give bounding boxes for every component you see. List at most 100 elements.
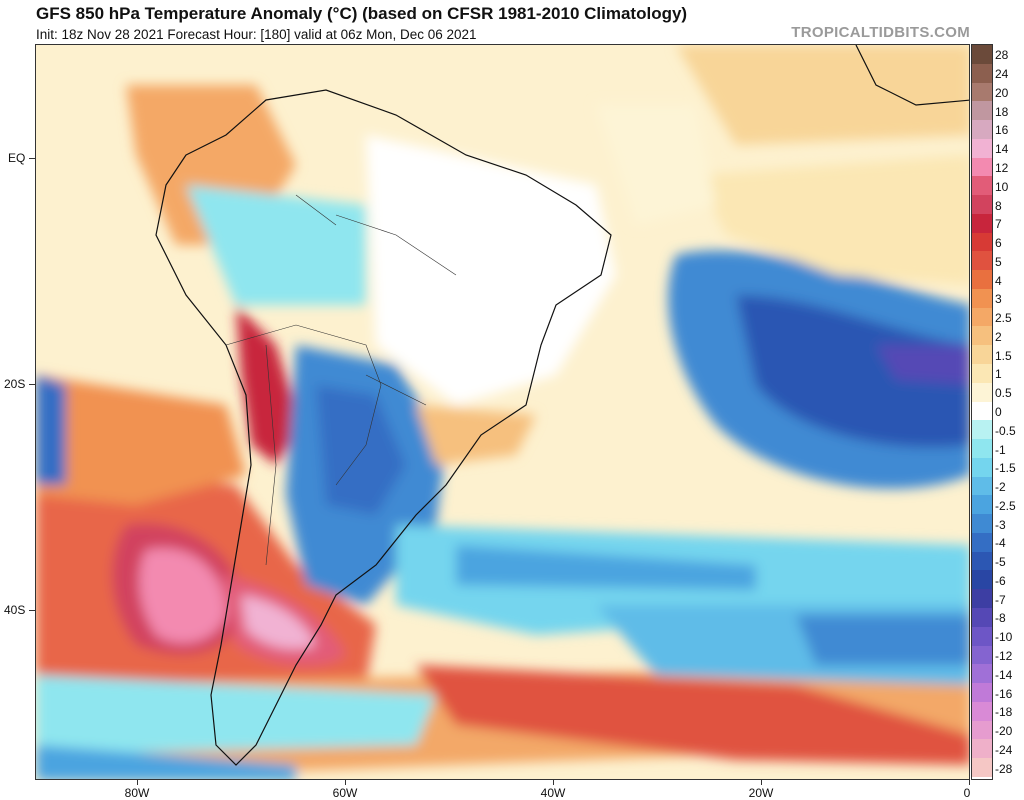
colorbar-swatch	[972, 664, 992, 684]
colorbar-label: 4	[995, 273, 1002, 288]
colorbar-label: -6	[995, 573, 1006, 588]
colorbar-swatch	[972, 607, 992, 627]
lat-label-eq: EQ	[8, 151, 26, 165]
colorbar-label: 2	[995, 329, 1002, 344]
colorbar-swatch	[972, 739, 992, 759]
colorbar-label: -1.5	[995, 461, 1016, 476]
lon-tick	[137, 780, 138, 785]
colorbar-swatch	[972, 120, 992, 139]
colorbar-label: -0.5	[995, 423, 1016, 438]
colorbar-label: 28	[995, 48, 1009, 63]
colorbar-swatch	[972, 532, 992, 552]
forecast-info: Init: 18z Nov 28 2021 Forecast Hour: [18…	[36, 27, 477, 42]
colorbar-label: 2.5	[995, 311, 1012, 326]
south-america-coastline	[155, 89, 612, 766]
colorbar-label: -3	[995, 517, 1006, 532]
colorbar-label: -4	[995, 536, 1006, 551]
colorbar-swatch	[972, 589, 992, 608]
colorbar	[971, 44, 993, 780]
lon-label-80w: 80W	[124, 786, 150, 800]
colorbar-label: 16	[995, 123, 1009, 138]
colorbar-swatch	[972, 288, 992, 308]
colorbar-label: -2	[995, 480, 1006, 495]
colorbar-swatch	[972, 364, 992, 383]
colorbar-swatch	[972, 213, 992, 233]
colorbar-swatch	[972, 251, 992, 271]
colorbar-label: -28	[995, 761, 1013, 776]
colorbar-label: -12	[995, 649, 1013, 663]
colorbar-label: -18	[995, 705, 1013, 720]
lon-label-40w: 40W	[540, 786, 566, 800]
colorbar-swatch	[972, 701, 992, 721]
anomaly-map	[35, 44, 970, 780]
site-watermark: TROPICALTIDBITS.COM	[791, 24, 970, 41]
anomaly-field	[36, 45, 969, 779]
colorbar-swatch	[972, 420, 992, 440]
colorbar-swatch	[972, 138, 992, 158]
colorbar-swatch	[972, 626, 992, 646]
colorbar-label: -24	[995, 742, 1013, 757]
colorbar-swatch	[972, 157, 992, 177]
colorbar-swatch	[972, 101, 992, 121]
colorbar-label: 18	[995, 104, 1009, 119]
colorbar-swatch	[972, 326, 992, 346]
chart-title: GFS 850 hPa Temperature Anomaly (°C) (ba…	[36, 4, 688, 23]
colorbar-swatch	[972, 439, 992, 458]
colorbar-swatch	[972, 495, 992, 515]
colorbar-label: 7	[995, 217, 1002, 232]
colorbar-swatch	[972, 570, 992, 590]
lat-tick	[29, 384, 35, 385]
lat-tick	[29, 610, 35, 611]
colorbar-swatch	[972, 307, 992, 327]
colorbar-label: -5	[995, 555, 1006, 570]
lon-tick	[345, 780, 346, 785]
lat-label-40s: 40S	[4, 603, 26, 617]
colorbar-swatch	[972, 720, 992, 740]
lon-label-60w: 60W	[332, 786, 358, 800]
colorbar-label: 8	[995, 198, 1002, 213]
colorbar-label: 12	[995, 161, 1009, 175]
colorbar-swatch	[972, 476, 992, 496]
colorbar-label: -14	[995, 667, 1013, 682]
colorbar-label: 0	[995, 405, 1002, 419]
colorbar-swatch	[972, 401, 992, 421]
colorbar-label: 6	[995, 236, 1002, 251]
colorbar-swatch	[972, 63, 992, 83]
lon-tick	[969, 780, 970, 785]
colorbar-swatch	[972, 457, 992, 477]
colorbar-swatch	[972, 758, 992, 777]
colorbar-label: 14	[995, 142, 1009, 157]
colorbar-swatch	[972, 645, 992, 665]
lon-tick	[553, 780, 554, 785]
colorbar-swatch	[972, 551, 992, 571]
colorbar-label: -8	[995, 611, 1006, 626]
lat-label-20s: 20S	[4, 377, 26, 391]
lat-tick	[29, 158, 35, 159]
colorbar-label: 10	[995, 179, 1009, 194]
colorbar-label: 20	[995, 85, 1009, 100]
colorbar-swatch	[972, 270, 992, 289]
lon-label-20w: 20W	[748, 786, 774, 800]
colorbar-label: 0.5	[995, 386, 1012, 401]
colorbar-label: -1	[995, 442, 1006, 457]
colorbar-swatch	[972, 514, 992, 533]
colorbar-swatch	[972, 345, 992, 365]
colorbar-label: 5	[995, 254, 1002, 269]
colorbar-swatch	[972, 683, 992, 702]
colorbar-label: -10	[995, 630, 1013, 645]
colorbar-label: -16	[995, 686, 1013, 701]
africa-coastline	[855, 45, 969, 106]
colorbar-swatch	[972, 176, 992, 196]
colorbar-label: 1	[995, 367, 1002, 382]
lon-tick	[761, 780, 762, 785]
colorbar-label: 1.5	[995, 348, 1012, 363]
colorbar-label: -2.5	[995, 498, 1016, 513]
colorbar-swatch	[972, 232, 992, 252]
colorbar-swatch	[972, 382, 992, 402]
colorbar-swatch	[972, 82, 992, 102]
colorbar-swatch	[972, 45, 992, 64]
colorbar-label: -7	[995, 592, 1006, 607]
colorbar-swatch	[972, 195, 992, 214]
lon-label-0: 0	[963, 786, 971, 800]
colorbar-label: 3	[995, 292, 1002, 307]
